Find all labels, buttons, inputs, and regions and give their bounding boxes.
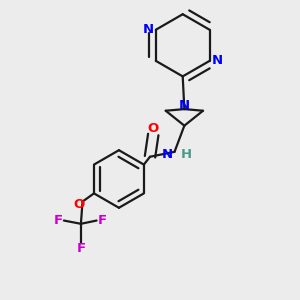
Text: F: F <box>97 214 106 227</box>
Text: O: O <box>74 198 85 211</box>
Text: N: N <box>179 99 190 112</box>
Text: O: O <box>148 122 159 135</box>
Text: F: F <box>76 242 86 254</box>
Text: N: N <box>162 148 173 161</box>
Text: F: F <box>54 214 63 227</box>
Text: H: H <box>181 148 192 161</box>
Text: N: N <box>211 54 222 67</box>
Text: N: N <box>143 22 154 36</box>
